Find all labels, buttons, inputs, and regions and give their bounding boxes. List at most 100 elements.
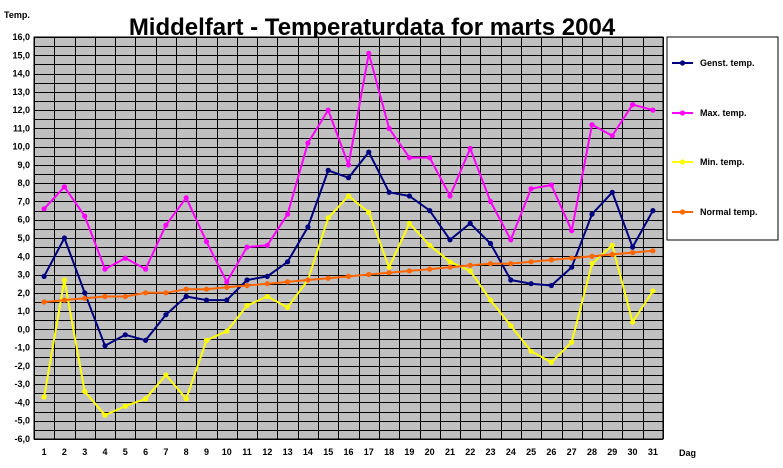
series-point-2	[122, 403, 128, 409]
series-point-0	[548, 282, 555, 289]
y-tick-label: -3,0	[14, 379, 30, 389]
series-point-0	[427, 208, 433, 214]
series-point-3	[183, 286, 189, 292]
series-point-0	[224, 297, 230, 303]
series-point-3	[589, 253, 595, 259]
series-point-1	[244, 244, 250, 250]
series-point-0	[569, 264, 575, 270]
series-point-0	[386, 189, 392, 195]
legend-entry: Genst. temp.	[700, 58, 755, 68]
series-point-1	[528, 186, 534, 192]
x-tick-label: 8	[184, 447, 189, 457]
series-point-2	[447, 259, 453, 265]
series-point-3	[163, 290, 169, 296]
series-point-3	[386, 270, 392, 276]
x-tick-label: 14	[303, 447, 313, 457]
series-point-3	[427, 266, 433, 272]
y-tick-label: 8,0	[17, 178, 30, 188]
x-tick-label: 9	[204, 447, 209, 457]
series-point-0	[650, 208, 656, 214]
series-point-2	[102, 412, 108, 418]
x-tick-label: 17	[364, 447, 374, 457]
series-point-1	[589, 122, 595, 128]
series-point-3	[102, 293, 108, 300]
series-point-1	[325, 107, 331, 113]
series-point-2	[569, 339, 575, 345]
series-point-0	[143, 337, 149, 343]
series-point-1	[386, 125, 392, 131]
y-tick-label: -1,0	[14, 343, 30, 353]
y-tick-label: -5,0	[14, 416, 30, 426]
series-point-2	[224, 328, 230, 334]
series-point-1	[345, 162, 352, 168]
series-point-1	[61, 184, 67, 190]
series-point-2	[589, 261, 595, 267]
y-tick-label: 9,0	[17, 160, 30, 170]
x-tick-label: 10	[222, 447, 232, 457]
legend-entry: Normal temp.	[700, 207, 758, 217]
y-tick-label: 11,0	[13, 123, 30, 133]
series-point-2	[345, 193, 352, 199]
x-tick-label: 28	[587, 447, 597, 457]
series-point-1	[427, 155, 433, 161]
legend-swatch-marker	[679, 110, 686, 116]
series-point-0	[264, 273, 270, 279]
series-point-3	[224, 284, 230, 290]
series-point-1	[467, 145, 473, 152]
series-point-0	[467, 220, 473, 226]
series-point-1	[548, 182, 555, 188]
series-point-2	[143, 396, 149, 402]
series-point-0	[82, 290, 88, 296]
y-tick-label: 7,0	[17, 196, 30, 206]
series-point-3	[305, 277, 311, 283]
series-point-0	[41, 273, 47, 279]
series-point-1	[264, 242, 270, 248]
x-tick-label: 20	[425, 447, 435, 457]
y-tick-label: -4,0	[14, 397, 30, 407]
x-tick-label: 2	[62, 447, 67, 457]
series-point-2	[183, 396, 189, 402]
series-point-1	[183, 195, 189, 201]
series-point-0	[609, 189, 615, 195]
x-tick-label: 1	[42, 447, 47, 457]
series-point-0	[203, 297, 210, 303]
series-point-2	[163, 372, 169, 378]
series-point-1	[508, 237, 514, 243]
series-point-2	[366, 209, 372, 215]
x-tick-label: 27	[567, 447, 577, 457]
series-point-1	[143, 266, 149, 272]
x-tick-label: 21	[445, 447, 455, 457]
series-point-3	[285, 279, 291, 285]
series-point-0	[406, 193, 412, 199]
x-tick-label: 12	[262, 447, 272, 457]
x-tick-label: 30	[628, 447, 638, 457]
x-tick-label: 4	[103, 447, 108, 457]
series-point-3	[467, 262, 473, 268]
series-point-0	[122, 332, 128, 338]
series-point-1	[406, 155, 412, 161]
series-point-0	[630, 244, 636, 250]
series-point-1	[41, 206, 47, 212]
series-point-0	[305, 224, 311, 230]
series-point-3	[325, 275, 331, 281]
y-tick-label: 4,0	[17, 251, 30, 261]
series-point-1	[224, 279, 230, 285]
series-point-2	[61, 277, 67, 283]
series-point-0	[366, 149, 372, 155]
series-point-3	[203, 286, 210, 292]
series-point-0	[447, 237, 453, 243]
x-tick-label: 16	[343, 447, 353, 457]
series-point-2	[82, 388, 88, 395]
series-point-1	[650, 107, 656, 113]
x-tick-label: 25	[526, 447, 536, 457]
series-point-3	[366, 271, 372, 278]
series-point-3	[630, 250, 636, 256]
series-point-2	[41, 394, 47, 400]
series-point-3	[244, 282, 250, 289]
x-tick-label: 24	[506, 447, 516, 457]
x-tick-label: 29	[607, 447, 617, 457]
x-tick-label: 22	[465, 447, 475, 457]
series-point-1	[122, 255, 128, 261]
plot-area: -6,0 -5,0 -4,0 -3,0 -2,0 -1,0 0,0 1,0 2,0 3,0 4,0 5…	[12, 32, 664, 457]
